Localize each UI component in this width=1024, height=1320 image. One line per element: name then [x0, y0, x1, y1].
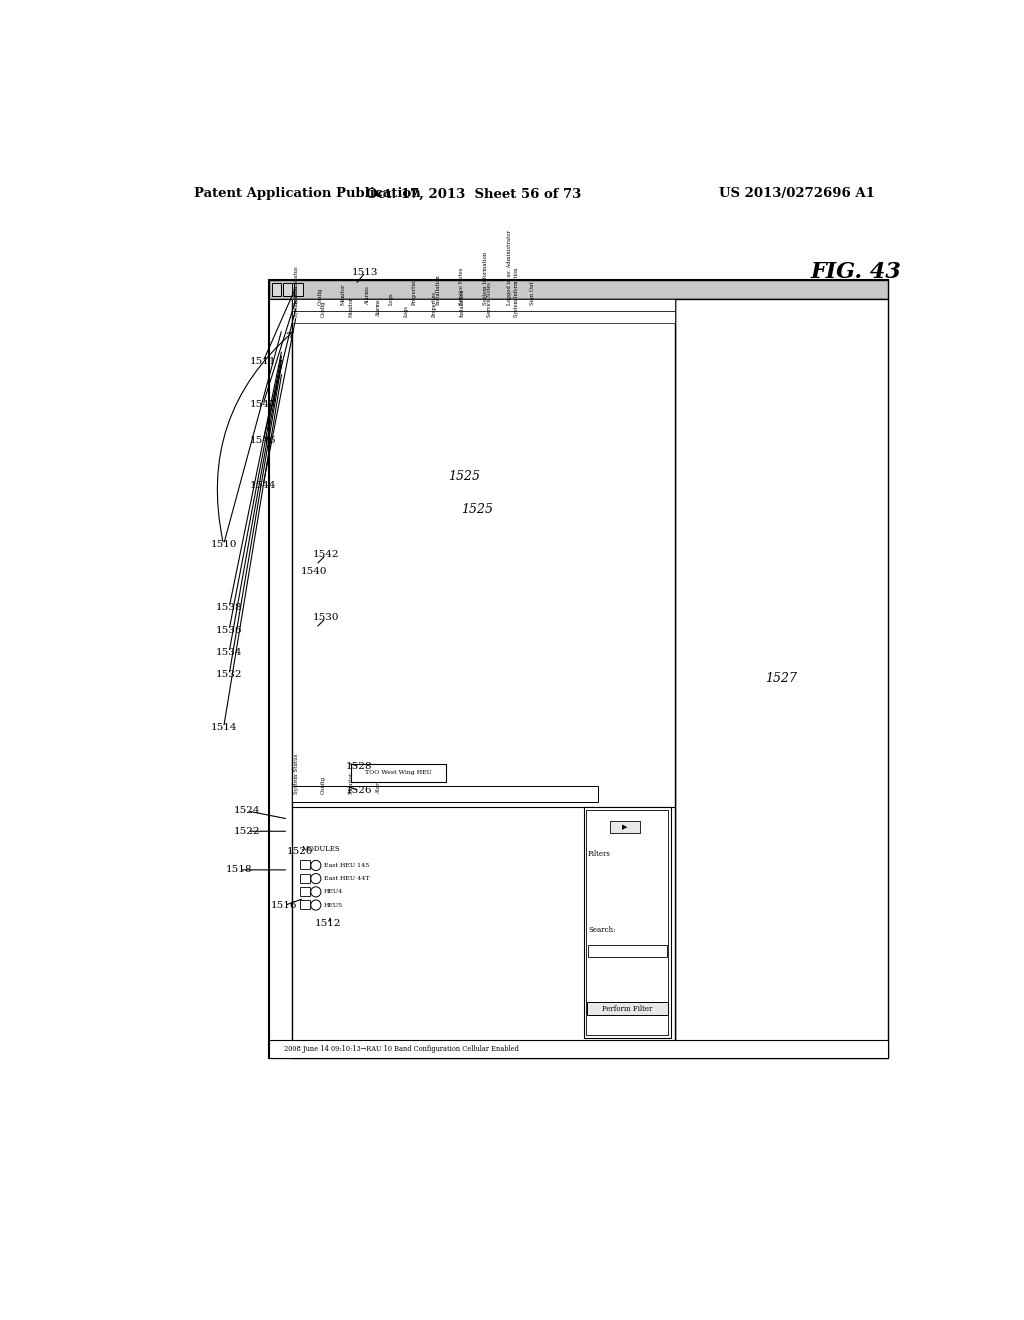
Bar [283, 282, 292, 296]
Text: 1512: 1512 [314, 919, 341, 928]
Text: Alarms: Alarms [377, 775, 381, 795]
Bar [268, 298, 292, 1057]
Text: Monitor: Monitor [349, 772, 354, 795]
Text: HEU5: HEU5 [324, 903, 343, 908]
Text: Service Notes: Service Notes [459, 268, 464, 305]
Text: Service Notes: Service Notes [486, 282, 492, 317]
Text: 1528: 1528 [346, 762, 373, 771]
Text: 1542: 1542 [313, 550, 339, 560]
Text: Perform Filter: Perform Filter [602, 1005, 652, 1012]
Text: System Status: System Status [294, 754, 299, 795]
Text: East HEU 145: East HEU 145 [324, 863, 369, 869]
Text: Alarms: Alarms [377, 300, 381, 317]
Text: Patent Application Publication: Patent Application Publication [194, 187, 421, 201]
Text: Installation: Installation [435, 273, 440, 305]
Text: ▶: ▶ [623, 824, 628, 830]
Text: 1536: 1536 [216, 626, 243, 635]
Bar [294, 282, 303, 296]
Text: 1525: 1525 [462, 503, 494, 516]
Bar [292, 298, 675, 312]
Text: System Status: System Status [294, 281, 299, 317]
Text: Logs: Logs [388, 292, 393, 305]
Text: East HEU 44T: East HEU 44T [324, 876, 370, 882]
Text: Filters: Filters [588, 850, 610, 858]
Text: Sign Out: Sign Out [530, 281, 536, 305]
Text: 1547: 1547 [250, 400, 276, 409]
Text: System Status: System Status [294, 267, 299, 305]
Bar [587, 810, 669, 1035]
Text: 1516: 1516 [271, 902, 298, 909]
Text: Properties: Properties [412, 277, 417, 305]
Text: FIG. 43: FIG. 43 [811, 261, 901, 284]
Text: MODULES: MODULES [302, 845, 340, 853]
Text: 1524: 1524 [234, 807, 260, 816]
Bar [268, 280, 888, 1057]
Text: Logs: Logs [404, 305, 409, 317]
Text: Logged in as: Administrator: Logged in as: Administrator [507, 230, 512, 305]
Text: 1518: 1518 [226, 866, 253, 874]
Bar [271, 282, 282, 296]
Text: Config: Config [317, 288, 323, 305]
Text: 1532: 1532 [216, 671, 243, 680]
Bar [292, 312, 675, 323]
Bar [268, 1040, 888, 1057]
Text: TOO West Wing HEU: TOO West Wing HEU [366, 771, 432, 775]
Text: 1522: 1522 [234, 826, 260, 836]
Bar [300, 874, 309, 883]
Text: Oct. 17, 2013  Sheet 56 of 73: Oct. 17, 2013 Sheet 56 of 73 [366, 187, 582, 201]
Bar [588, 945, 667, 957]
Text: 1530: 1530 [313, 614, 339, 622]
Text: 1520: 1520 [287, 847, 313, 857]
Text: Properties: Properties [432, 292, 436, 317]
Bar [587, 1002, 668, 1015]
Text: System Information: System Information [514, 268, 519, 317]
Bar [300, 900, 309, 909]
Text: 1510: 1510 [210, 540, 237, 549]
Text: 1527: 1527 [765, 672, 797, 685]
Bar [584, 808, 671, 1038]
Bar [268, 280, 888, 298]
Text: Monitor: Monitor [349, 297, 354, 317]
Text: System Information: System Information [483, 252, 487, 305]
Bar [300, 861, 309, 870]
Bar [292, 785, 598, 803]
Bar [292, 298, 675, 1057]
Text: 1526: 1526 [346, 787, 373, 795]
Bar [351, 764, 445, 781]
Text: 1513: 1513 [352, 268, 379, 277]
Text: 1538: 1538 [216, 603, 243, 612]
Text: 1540: 1540 [301, 566, 328, 576]
Text: HEU4: HEU4 [324, 890, 343, 895]
Text: 1511: 1511 [250, 358, 276, 366]
Text: 1525: 1525 [449, 470, 480, 483]
Text: Config: Config [322, 776, 327, 795]
Text: US 2013/0272696 A1: US 2013/0272696 A1 [719, 187, 874, 201]
Bar [610, 821, 640, 833]
Text: 1514: 1514 [210, 723, 237, 733]
Bar [675, 298, 888, 1057]
Text: 2008 June 14 09:10:13→RAU 10 Band Configuration Cellular Enabled: 2008 June 14 09:10:13→RAU 10 Band Config… [285, 1044, 519, 1053]
Text: Search:: Search: [588, 927, 615, 935]
Text: Monitor: Monitor [341, 284, 346, 305]
Text: 1544: 1544 [250, 482, 276, 490]
Text: Installation: Installation [459, 289, 464, 317]
Bar [300, 887, 309, 896]
Text: Alarms: Alarms [365, 286, 370, 305]
Text: 1546: 1546 [250, 437, 276, 445]
Text: Config: Config [322, 301, 327, 317]
Text: 1534: 1534 [216, 648, 243, 657]
